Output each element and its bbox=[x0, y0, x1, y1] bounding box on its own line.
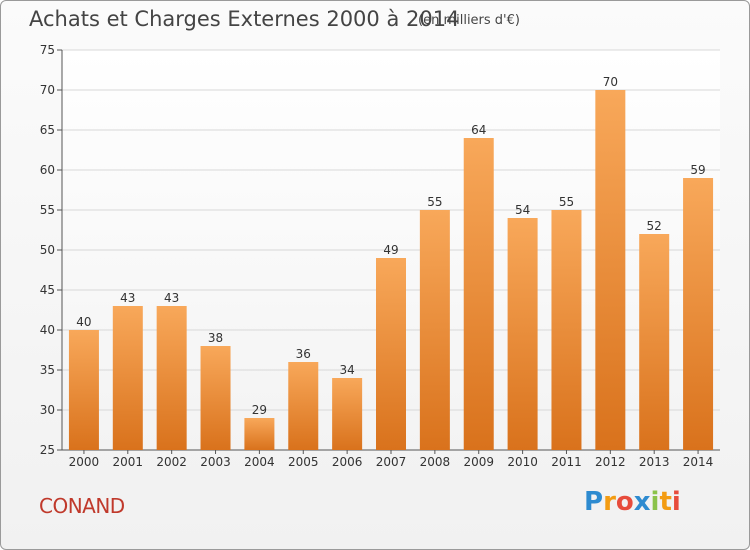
bar bbox=[507, 218, 538, 450]
x-tick-label: 2008 bbox=[420, 455, 451, 469]
bar bbox=[376, 258, 406, 450]
y-tick-label: 40 bbox=[40, 323, 55, 337]
logo-letter: t bbox=[659, 487, 672, 517]
bar bbox=[639, 234, 670, 450]
y-tick-label: 35 bbox=[40, 363, 55, 377]
bar bbox=[288, 362, 319, 450]
y-tick-label: 30 bbox=[40, 403, 55, 417]
x-tick-label: 2003 bbox=[200, 455, 231, 469]
bar bbox=[68, 330, 99, 450]
bar bbox=[551, 210, 582, 450]
commune-name: CONAND bbox=[39, 494, 125, 518]
logo-letter: i bbox=[650, 487, 660, 517]
logo-letter: r bbox=[603, 487, 616, 517]
y-tick-label: 50 bbox=[40, 243, 55, 257]
bar-value-label: 43 bbox=[120, 291, 135, 305]
bar-value-label: 34 bbox=[339, 363, 354, 377]
logo-letter: P bbox=[584, 487, 604, 517]
x-tick-label: 2010 bbox=[507, 455, 538, 469]
x-tick-label: 2000 bbox=[69, 455, 100, 469]
bar bbox=[200, 346, 231, 450]
bar-value-label: 54 bbox=[515, 203, 530, 217]
bar bbox=[683, 178, 714, 450]
x-tick-label: 2004 bbox=[244, 455, 275, 469]
x-tick-label: 2002 bbox=[156, 455, 187, 469]
logo-letter: x bbox=[633, 487, 651, 517]
bar-value-label: 36 bbox=[296, 347, 311, 361]
y-tick-label: 75 bbox=[40, 43, 55, 57]
bar-value-label: 70 bbox=[603, 75, 618, 89]
logo-letter: o bbox=[615, 487, 634, 517]
x-tick-label: 2007 bbox=[376, 455, 407, 469]
bar-value-label: 40 bbox=[76, 315, 91, 329]
y-tick-label: 65 bbox=[40, 123, 55, 137]
y-tick-label: 25 bbox=[40, 443, 55, 457]
y-tick-label: 60 bbox=[40, 163, 55, 177]
bar bbox=[244, 418, 275, 450]
chart-subtitle: (en milliers d'€) bbox=[418, 13, 520, 28]
bar-value-label: 49 bbox=[383, 243, 398, 257]
bar-value-label: 55 bbox=[427, 195, 442, 209]
y-tick-label: 55 bbox=[40, 203, 55, 217]
bar-value-label: 38 bbox=[208, 331, 223, 345]
x-tick-label: 2011 bbox=[551, 455, 582, 469]
x-tick-label: 2009 bbox=[463, 455, 494, 469]
x-tick-label: 2013 bbox=[639, 455, 670, 469]
bar bbox=[463, 138, 494, 450]
bar-value-label: 29 bbox=[252, 403, 267, 417]
bar-value-label: 52 bbox=[647, 219, 662, 233]
bar bbox=[156, 306, 187, 450]
y-tick-label: 45 bbox=[40, 283, 55, 297]
logo-letter: i bbox=[671, 487, 681, 517]
x-tick-label: 2014 bbox=[683, 455, 714, 469]
bar-value-label: 43 bbox=[164, 291, 179, 305]
bar-value-label: 64 bbox=[471, 123, 486, 137]
bar bbox=[419, 210, 450, 450]
bar bbox=[332, 378, 363, 450]
x-tick-label: 2001 bbox=[113, 455, 144, 469]
x-tick-label: 2012 bbox=[595, 455, 626, 469]
x-tick-label: 2005 bbox=[288, 455, 319, 469]
y-tick-label: 70 bbox=[40, 83, 55, 97]
x-tick-label: 2006 bbox=[332, 455, 363, 469]
bar-value-label: 59 bbox=[690, 163, 705, 177]
proxiti-logo: Proxiti bbox=[584, 487, 681, 517]
chart-title: Achats et Charges Externes 2000 à 2014 bbox=[29, 7, 460, 31]
bar bbox=[112, 306, 143, 450]
bar-value-label: 55 bbox=[559, 195, 574, 209]
bar bbox=[595, 90, 626, 450]
